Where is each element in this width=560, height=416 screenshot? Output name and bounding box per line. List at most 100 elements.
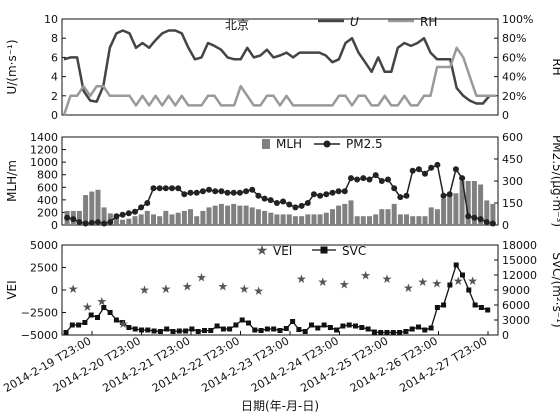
left-ytick-label: 2 — [51, 90, 58, 103]
xtick-label: 2014-2-25 T23:00 — [298, 334, 390, 395]
mlh-bar — [175, 212, 181, 225]
pm25-point — [193, 189, 200, 196]
vei-point: ★ — [253, 284, 264, 298]
pm25-point — [169, 185, 175, 192]
panel1-title: 北京 — [225, 18, 249, 32]
mlh-bar — [348, 200, 354, 225]
pm25-point — [181, 191, 188, 198]
wind-rh-panel: 0 2 4 6 8 10 0 20% 40% 60% 80% 100% 北京 U RH U/(m·s⁻… — [5, 13, 560, 122]
mlh-bar — [342, 203, 348, 225]
pm25-point — [341, 188, 348, 195]
svc-point — [390, 330, 396, 335]
pm25-point — [471, 214, 478, 221]
svc-point — [346, 322, 352, 328]
panel2-ylabel-right: PM2.5/(μg·m⁻³) — [550, 135, 560, 227]
vei-point: ★ — [239, 282, 250, 296]
pm25-point — [101, 220, 108, 227]
pm25-point — [138, 204, 145, 211]
mlh-bar — [181, 210, 187, 225]
pm25-point — [372, 172, 379, 179]
svc-point — [296, 327, 302, 332]
svc-point — [208, 328, 214, 333]
svc-point — [340, 323, 346, 329]
right-ytick-label: 80% — [502, 32, 526, 45]
pm25-point — [348, 175, 354, 182]
xtick-label: 2014-2-27 T23:00 — [397, 334, 489, 395]
vei-point: ★ — [161, 282, 172, 296]
pm25-point — [409, 167, 416, 174]
mlh-bar — [200, 210, 206, 225]
vei-point: ★ — [139, 283, 150, 297]
pm25-point — [94, 219, 101, 226]
svc-point — [164, 326, 170, 332]
svc-point — [227, 326, 233, 332]
right-ytick-label: 18000 — [502, 239, 537, 252]
pm25-point — [483, 219, 490, 226]
panel3-legend: ★ VEI SVC — [256, 243, 367, 259]
left-ytick-label: 10 — [44, 13, 58, 26]
mlh-bar — [76, 210, 82, 225]
mlh-bar — [225, 205, 231, 225]
svc-point — [258, 328, 264, 333]
svc-point — [271, 326, 277, 332]
panel1-legend: U RH — [318, 15, 437, 29]
svc-point — [384, 330, 390, 335]
mlh-bar — [471, 181, 477, 225]
svc-point — [309, 322, 314, 328]
svc-point — [120, 320, 126, 325]
svc-point — [353, 323, 358, 329]
pm25-point — [366, 176, 373, 183]
legend-mlh-swatch — [262, 139, 270, 149]
legend-pm-label: PM2.5 — [346, 137, 383, 151]
legend-mlh-label: MLH — [276, 137, 302, 151]
svc-point — [378, 330, 384, 335]
mlh-bar — [299, 216, 305, 225]
pm25-point — [273, 200, 280, 206]
right-ytick-label: 0 — [502, 219, 509, 232]
pm25-line — [66, 163, 494, 225]
mlh-bar — [465, 181, 471, 225]
mlh-bar — [360, 216, 366, 225]
svc-point — [447, 282, 453, 288]
left-ytick-label: 8 — [51, 32, 58, 45]
mlh-bar — [311, 214, 317, 225]
left-ytick-label: 6 — [51, 51, 58, 64]
legend-svc-swatch-square — [320, 246, 328, 254]
svc-point — [76, 322, 82, 328]
xtick-label: 2014-2-26 T23:00 — [348, 334, 440, 395]
series-line-rh — [62, 46, 496, 116]
pm25-point — [360, 175, 367, 182]
pm25-point — [286, 201, 293, 208]
left-ytick-label: 400 — [37, 194, 58, 207]
svc-point — [63, 330, 69, 335]
mlh-bar — [151, 214, 156, 225]
pm25-point — [397, 194, 404, 201]
left-ytick-label: 0 — [51, 109, 58, 122]
right-ytick-label: 9000 — [502, 284, 530, 297]
mlh-bar — [126, 218, 132, 225]
mlh-bar — [114, 218, 119, 225]
mlh-bar — [410, 216, 416, 225]
xtick-label: 2014-2-23 T23:00 — [199, 334, 291, 395]
mlh-bar — [280, 214, 286, 225]
vei-point: ★ — [82, 300, 93, 314]
pm25-point — [391, 185, 398, 192]
left-ytick-label: 1200 — [30, 144, 58, 157]
right-ytick-label: 300 — [502, 175, 523, 188]
pm25-point — [317, 192, 324, 199]
vei-svc-panel: −5000 −2500 0 2500 5000 0 3000 6000 9000 12000 150… — [1, 239, 560, 413]
legend-vei-label: VEI — [273, 244, 292, 258]
svc-point — [441, 302, 447, 308]
mlh-bar — [212, 205, 218, 225]
mlh-bar — [194, 216, 200, 225]
left-ytick-label: 5000 — [30, 239, 58, 252]
mlh-bar — [243, 205, 249, 225]
panel1-ylabel-right: RH — [550, 58, 560, 75]
svc-point — [246, 320, 251, 326]
right-ytick-label: 60% — [502, 51, 526, 64]
panel3-ylabel-left: VEI — [5, 280, 19, 299]
mlh-bar — [447, 195, 453, 225]
pm25-point — [144, 200, 151, 206]
left-ytick-label: 800 — [37, 169, 58, 182]
svc-point — [315, 325, 321, 331]
